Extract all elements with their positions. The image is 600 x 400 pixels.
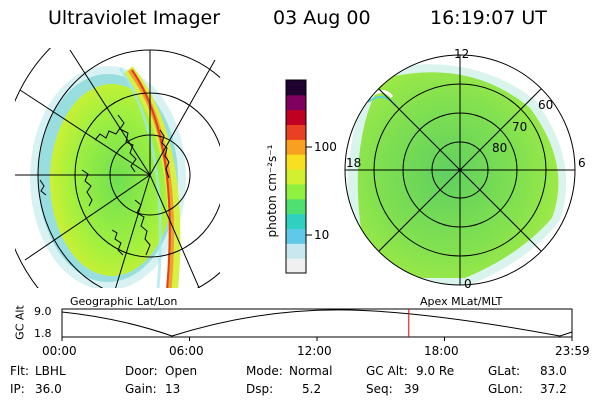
colorbar-tick-100: 100: [314, 140, 337, 154]
mlt-label-6: 6: [578, 156, 586, 170]
status-gcalt-value: 9.0 Re: [416, 364, 455, 378]
status-door-value: Open: [165, 364, 198, 378]
colorbar-segment: [286, 183, 306, 200]
colorbar: [285, 79, 307, 274]
status-glat-label: GLat:: [488, 364, 521, 378]
status-glon-label: GLon:: [488, 382, 523, 396]
lat-label-60: 60: [538, 98, 554, 112]
geographic-image: [15, 48, 220, 288]
polar-caption: Apex MLat/MLT: [420, 295, 503, 308]
date-label: 03 Aug 00: [273, 7, 371, 29]
time-tick-1800: 18:00: [424, 344, 459, 358]
status-seq-value: 39: [404, 382, 420, 396]
colorbar-segment: [286, 198, 306, 215]
status-gain-value: 13: [165, 382, 181, 396]
colorbar-tick-10: 10: [314, 228, 330, 242]
status-dsp-label: Dsp:: [246, 382, 274, 396]
status-glon-value: 37.2: [540, 382, 567, 396]
lat-label-80: 80: [492, 141, 508, 155]
colorbar-segment: [286, 124, 306, 140]
polar-image: [347, 64, 567, 285]
polar-grid: [344, 54, 576, 286]
colorbar-segment: [286, 169, 306, 185]
geo-caption: Geographic Lat/Lon: [70, 295, 178, 308]
status-door-label: Door:: [125, 364, 158, 378]
instrument-title: Ultraviolet Imager: [48, 7, 221, 29]
time-tick-2359: 23:59: [555, 344, 590, 358]
status-mode-value: Normal: [289, 364, 333, 378]
colorbar-segment: [286, 258, 306, 274]
altitude-plot: [61, 308, 573, 341]
alt-tick-1-8: 1.8: [34, 327, 52, 340]
status-mode-label: Mode:: [246, 364, 283, 378]
colorbar-segment: [286, 243, 306, 259]
mlt-label-18: 18: [346, 156, 362, 170]
colorbar-segment: [286, 94, 306, 111]
colorbar-segment: [286, 154, 306, 170]
status-filter-value: LBHL: [35, 364, 66, 378]
status-ip-value: 36.0: [35, 382, 62, 396]
time-tick-1200: 12:00: [297, 344, 332, 358]
status-seq-label: Seq:: [366, 382, 393, 396]
colorbar-segment: [286, 109, 306, 126]
colorbar-segment: [286, 80, 306, 96]
status-filter-label: Flt:: [10, 364, 29, 378]
status-dsp-value: 5.2: [302, 382, 322, 396]
status-gain-label: Gain:: [125, 382, 157, 396]
alt-tick-9: 9.0: [34, 305, 52, 318]
lat-label-70: 70: [512, 120, 528, 134]
mlt-label-12: 12: [454, 47, 470, 61]
time-tick-0600: 06:00: [169, 344, 204, 358]
altitude-curve: [61, 309, 573, 337]
alt-ylabel: GC Alt: [13, 305, 27, 340]
geo-grid: [15, 48, 220, 288]
status-glat-value: 83.0: [540, 364, 567, 378]
status-ip-label: IP:: [10, 382, 25, 396]
colorbar-segment: [286, 213, 306, 229]
colorbar-unit: photon cm⁻²s⁻¹: [265, 144, 279, 238]
time-label: 16:19:07 UT: [430, 7, 547, 29]
status-gcalt-label: GC Alt:: [366, 364, 408, 378]
mlt-label-0: 0: [464, 277, 472, 291]
coastlines: [39, 114, 170, 256]
colorbar-segment: [286, 228, 306, 244]
colorbar-frame: [285, 79, 307, 274]
time-tick-0000: 00:00: [42, 344, 77, 358]
colorbar-segment: [286, 139, 306, 155]
